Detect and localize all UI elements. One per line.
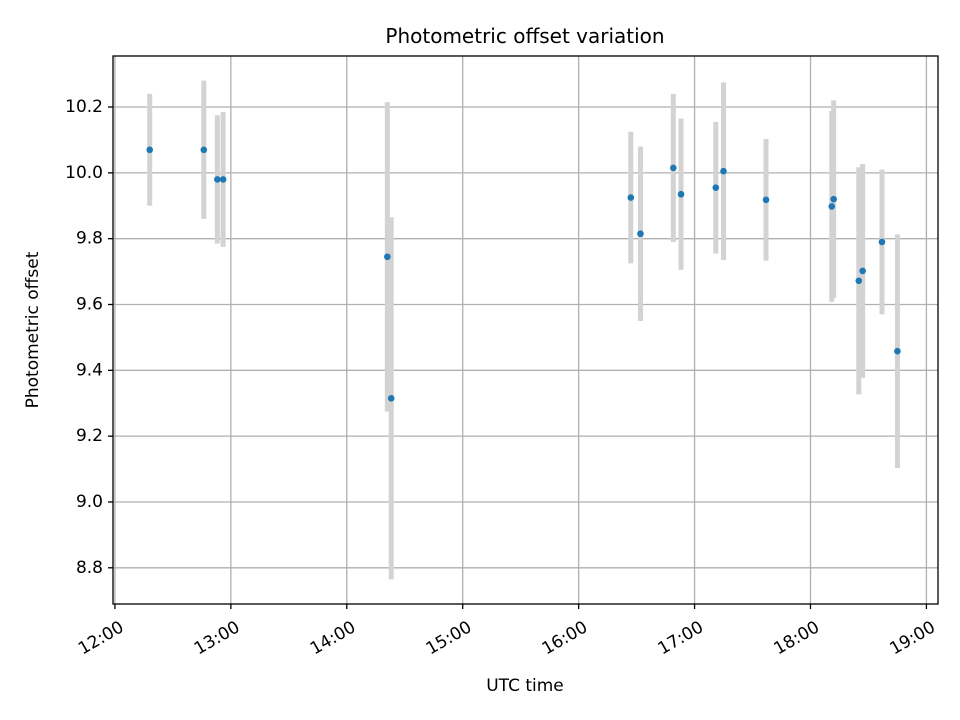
grid — [113, 56, 938, 604]
plot-frame — [112, 55, 939, 605]
data-point — [878, 238, 886, 246]
data-point — [670, 164, 677, 172]
chart-title: Photometric offset variation — [385, 24, 664, 48]
data-point — [720, 167, 727, 175]
data-point — [894, 347, 901, 355]
y-tick-label: 9.4 — [76, 360, 103, 380]
data-point — [387, 394, 395, 402]
data-point — [859, 267, 866, 275]
data-point — [384, 253, 391, 261]
y-tick-label: 9.0 — [76, 492, 103, 512]
data-point — [214, 176, 221, 183]
data-point — [762, 196, 770, 204]
data-point — [200, 146, 208, 154]
y-tick-label: 8.8 — [76, 558, 103, 578]
y-ticks: 8.8 9.0 9.2 9.4 9.6 9.8 10.0 10.2 — [65, 97, 113, 578]
y-tick-label: 10.0 — [65, 163, 103, 183]
data-point — [712, 184, 720, 191]
y-tick-label: 9.8 — [76, 229, 103, 249]
data-point — [830, 195, 837, 203]
y-tick-label: 9.6 — [76, 294, 103, 314]
data-point — [146, 146, 154, 154]
y-axis-label: Photometric offset — [23, 251, 43, 408]
x-axis-label: UTC time — [486, 676, 564, 696]
data-point — [627, 194, 635, 201]
data-point — [855, 277, 863, 285]
data-point — [828, 203, 836, 210]
data-point — [637, 230, 644, 238]
y-tick-label: 10.2 — [65, 97, 103, 117]
data-point — [677, 190, 685, 198]
data-points — [146, 146, 901, 402]
y-tick-label: 9.2 — [76, 426, 103, 446]
data-point — [219, 176, 227, 183]
